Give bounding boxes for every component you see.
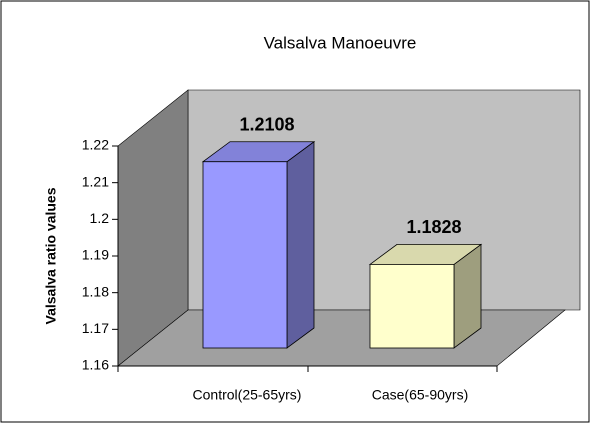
chart-title: Valsalva Manoeuvre	[264, 33, 417, 52]
y-axis-label: Valsalva ratio values	[43, 187, 59, 324]
x-tick-label: Case(65-90yrs)	[372, 387, 468, 403]
y-tick-label: 1.16	[82, 357, 109, 373]
y-tick-label: 1.2	[90, 210, 110, 226]
bar	[202, 161, 288, 349]
y-tick-label: 1.18	[82, 283, 109, 299]
value-label: 1.1828	[406, 217, 461, 237]
y-tick-label: 1.22	[82, 137, 109, 153]
y-tick-label: 1.17	[82, 320, 109, 336]
bar	[369, 263, 455, 349]
y-tick-label: 1.21	[82, 173, 109, 189]
bar-side	[286, 140, 315, 349]
floor	[117, 309, 566, 367]
x-tick-label: Control(25-65yrs)	[193, 387, 302, 403]
y-tick-label: 1.19	[82, 247, 109, 263]
value-label: 1.2108	[239, 114, 294, 134]
